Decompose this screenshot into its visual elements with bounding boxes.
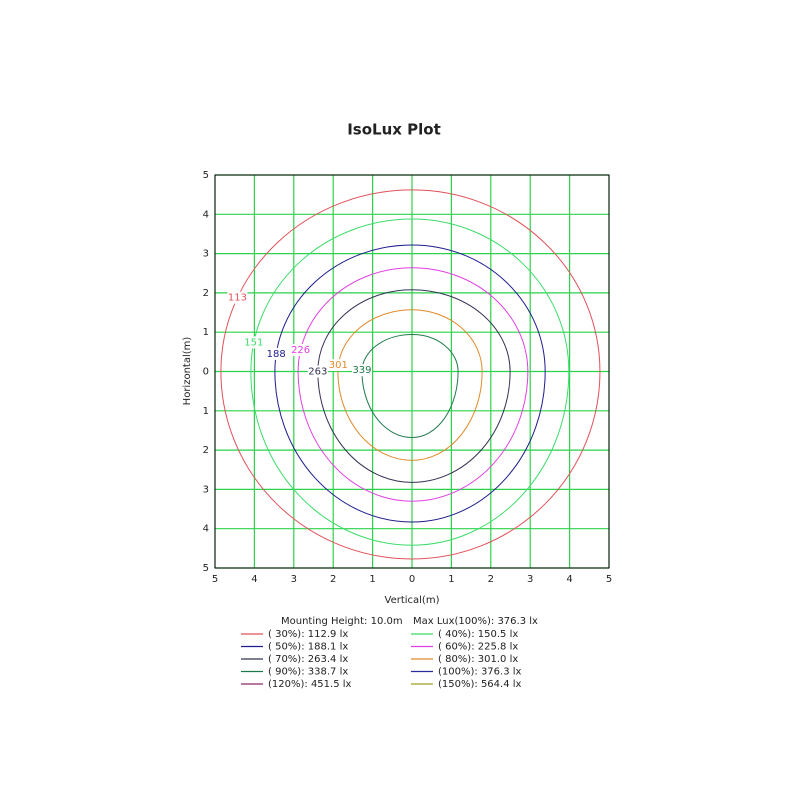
contour-label-bg — [227, 291, 248, 304]
plot-border — [214, 174, 610, 569]
y-tick-label: 0 — [203, 367, 209, 378]
y-tick-label: 1 — [203, 406, 209, 417]
contour-label: 188 — [267, 349, 286, 360]
x-tick-label: 3 — [527, 574, 533, 585]
x-tick-label: 2 — [488, 574, 494, 585]
contour-label-bg — [328, 359, 349, 372]
legend-label: (120%): 451.5 lx — [268, 679, 352, 690]
y-tick-label: 4 — [203, 524, 209, 535]
contour-line — [361, 334, 459, 439]
contour-label: 151 — [244, 337, 263, 348]
contour-label-bg — [351, 364, 372, 377]
y-tick-label: 3 — [203, 249, 209, 260]
legend-label: ( 40%): 150.5 lx — [438, 629, 518, 640]
y-tick-label: 5 — [203, 563, 209, 574]
x-tick-label: 1 — [448, 574, 454, 585]
legend-label: (100%): 376.3 lx — [438, 667, 522, 678]
contour-label-bg — [243, 336, 264, 349]
x-axis-label: Vertical(m) — [385, 595, 440, 606]
x-tick-label: 1 — [369, 574, 375, 585]
contour-label-bg — [307, 365, 328, 378]
contour-label: 113 — [228, 293, 247, 304]
y-tick-label: 2 — [203, 288, 209, 299]
x-tick-label: 3 — [291, 574, 297, 585]
contour-line — [250, 218, 570, 546]
legend-label: ( 30%): 112.9 lx — [268, 629, 348, 640]
legend-label: ( 60%): 225.8 lx — [438, 642, 518, 653]
contour-label: 301 — [329, 360, 348, 371]
x-tick-label: 4 — [566, 574, 572, 585]
legend-label: (150%): 564.4 lx — [438, 679, 522, 690]
x-tick-label: 0 — [409, 574, 415, 585]
contour-line — [297, 267, 529, 502]
legend-header: Max Lux(100%): 376.3 lx — [413, 616, 538, 627]
y-tick-label: 3 — [203, 484, 209, 495]
x-tick-label: 5 — [606, 574, 612, 585]
contour-label-bg — [266, 347, 287, 360]
legend-label: ( 70%): 263.4 lx — [268, 654, 348, 665]
chart-title: IsoLux Plot — [347, 121, 441, 139]
y-axis-label: Horizontal(m) — [182, 337, 193, 406]
legend-label: ( 90%): 338.7 lx — [268, 667, 348, 678]
contour-label: 263 — [308, 367, 327, 378]
contour-label: 339 — [352, 365, 371, 376]
contour-line — [337, 309, 483, 461]
y-tick-label: 4 — [203, 209, 209, 220]
legend-label: ( 50%): 188.1 lx — [268, 642, 348, 653]
contour-label: 226 — [291, 345, 310, 356]
contour-line — [274, 244, 546, 523]
contour-line — [220, 189, 601, 560]
y-tick-label: 5 — [203, 170, 209, 181]
legend-label: ( 80%): 301.0 lx — [438, 654, 518, 665]
y-tick-label: 2 — [203, 445, 209, 456]
x-tick-label: 5 — [212, 574, 218, 585]
legend-header: Mounting Height: 10.0m — [281, 616, 403, 627]
x-tick-label: 4 — [251, 574, 257, 585]
x-tick-label: 2 — [330, 574, 336, 585]
contour-label-bg — [290, 343, 311, 356]
y-tick-label: 1 — [203, 327, 209, 338]
